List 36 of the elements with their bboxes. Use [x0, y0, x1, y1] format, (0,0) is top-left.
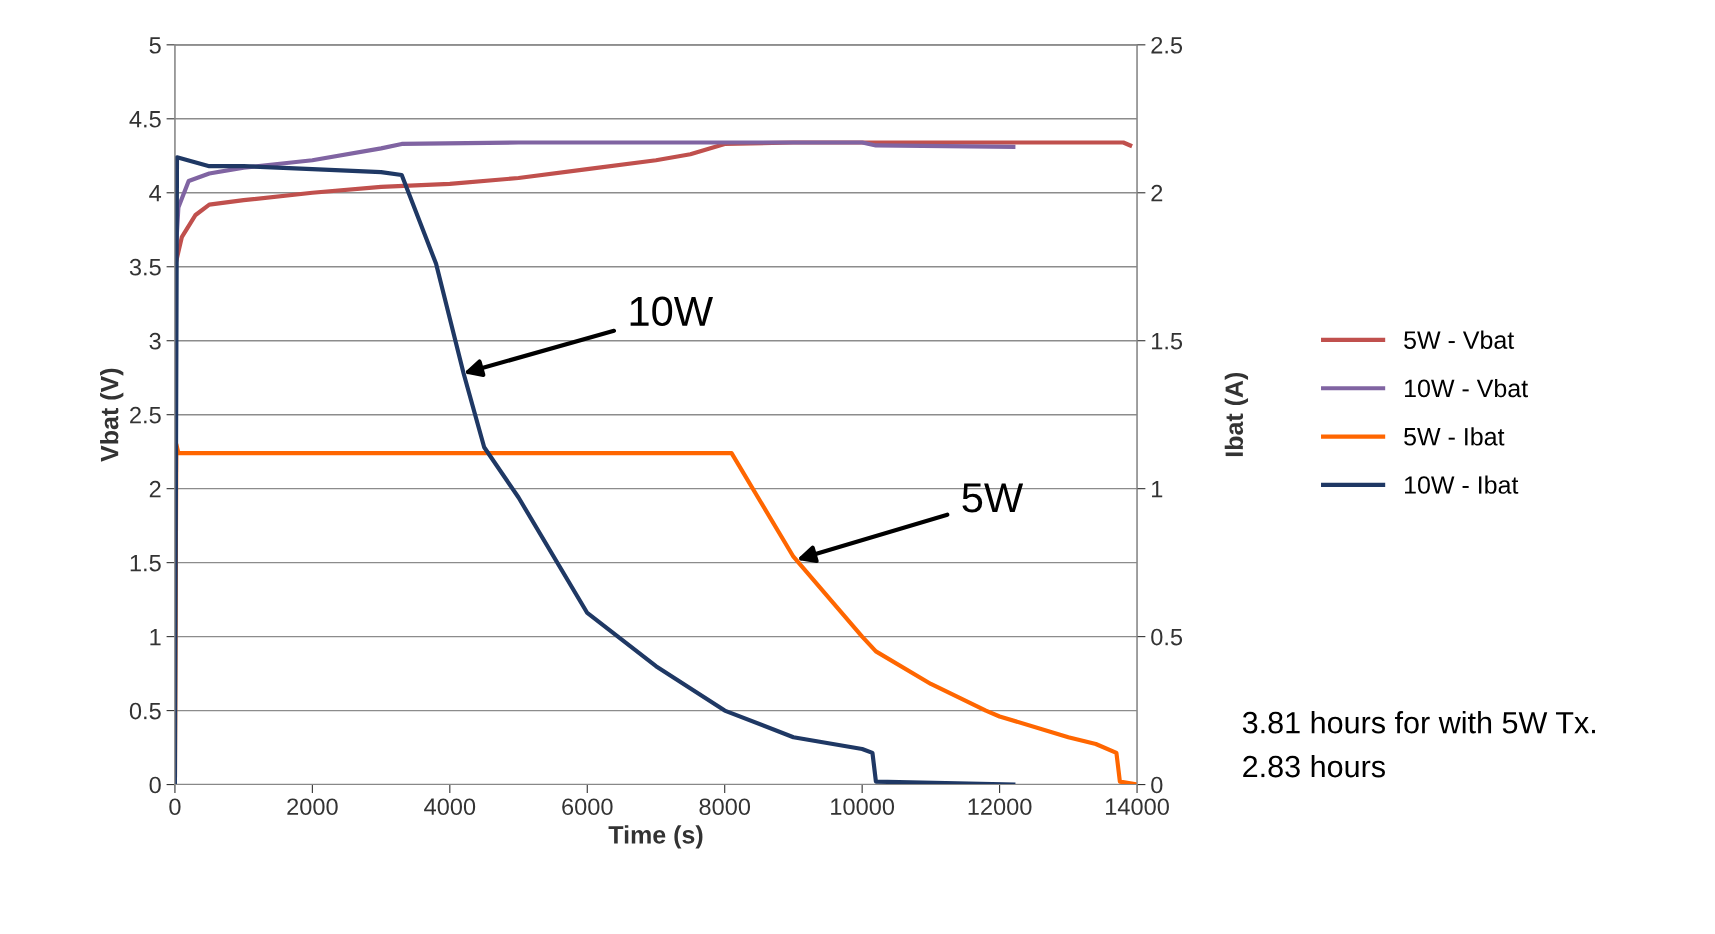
y-tick-label: 1.5	[130, 554, 161, 572]
annotation: 5W	[962, 483, 1024, 513]
x-tick-label: 4000	[424, 798, 476, 816]
x-tick-label: 8000	[699, 798, 751, 816]
y2-tick-label: 1.5	[1152, 333, 1183, 350]
x-tick-label: 6000	[562, 798, 613, 816]
y-tick-label: 4	[149, 185, 162, 202]
y2-tick-label: 0.5	[1151, 628, 1183, 646]
y-tick-label: 2	[149, 480, 161, 498]
legend-label: 5W - Ibat	[1404, 427, 1505, 446]
x-tick-label: 0	[169, 798, 181, 816]
x-tick-label: 2000	[287, 798, 338, 816]
y2-axis-title: Ibat (A)	[1224, 372, 1249, 457]
y-tick-label: 5	[149, 37, 161, 54]
y-tick-label: 0	[149, 776, 161, 794]
legend-label: 10W - Vbat	[1405, 378, 1528, 398]
text: 2.83 hours	[1243, 754, 1385, 778]
x-axis-title: Time (s)	[608, 825, 703, 849]
x-tick-label: 12000	[968, 798, 1032, 816]
y2-tick-label: 2.5	[1151, 36, 1183, 54]
y-tick-label: 3.5	[129, 258, 161, 276]
x-tick-label: 10000	[831, 798, 895, 816]
y2-tick-label: 1	[1152, 480, 1163, 498]
y-axis-title: Vbat (V)	[100, 368, 124, 462]
y2-tick-label: 2	[1151, 184, 1163, 202]
text: 3.81 hours for with 5W Tx.	[1242, 711, 1595, 734]
legend-label: 5W - Vbat	[1404, 330, 1515, 349]
y-tick-label: 3	[149, 332, 161, 350]
legend-label: 10W - Ibat	[1405, 475, 1519, 494]
x-tick-label: 14000	[1106, 798, 1169, 816]
y-tick-label: 4.5	[129, 111, 161, 128]
y-tick-label: 0.5	[129, 702, 161, 720]
y2-tick-label: 0	[1151, 776, 1163, 794]
annotation: 10W	[630, 296, 713, 327]
y-tick-label: 2.5	[130, 406, 161, 424]
y-tick-label: 1	[150, 628, 161, 646]
